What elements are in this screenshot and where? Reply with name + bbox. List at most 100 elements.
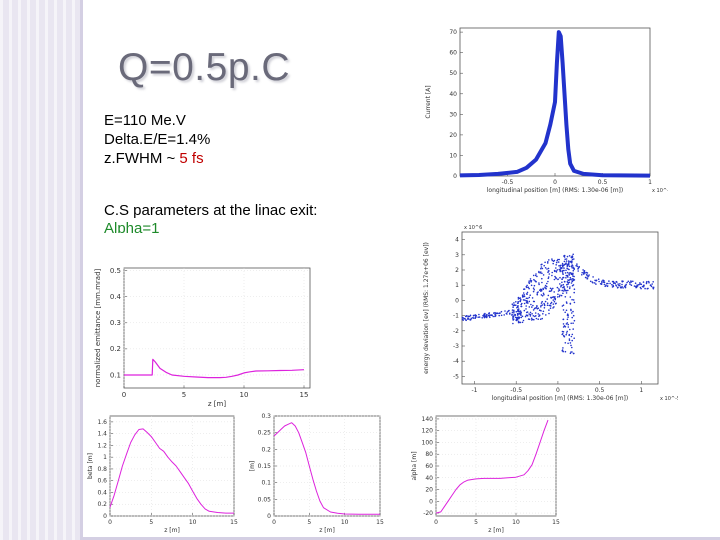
plot-frame [273,415,381,517]
scatter-point [588,274,590,276]
emittance-chart: 0 5 10 15 0.1 0.2 0.3 0.4 0.5 z [m] normalized emi… [94,267,311,408]
scatter-point [569,296,572,298]
scatter-point [586,272,589,274]
scatter-point [639,283,641,285]
scatter-point [512,315,515,318]
scatter-point [546,302,549,304]
y-tick-label: 20 [425,487,433,494]
x-tick-label: 0 [122,391,126,399]
x-axis-label: z [m] [488,527,504,534]
scatter-point [566,281,569,283]
scatter-point [593,282,596,284]
scatter-point [586,277,589,280]
scatter-point [597,278,600,280]
scatter-point [570,312,573,314]
scatter-point [497,312,499,315]
beta-chart: 0 5 10 15 0 0.2 0.4 0.6 0.8 1 1.2 1.4 1.6 z [m] beta [… [87,415,238,534]
scatter-point [571,278,573,280]
scatter-point [552,262,554,265]
scatter-point [570,265,573,267]
scatter-point [573,301,576,304]
energy-phase-space-chart: -1 -0.5 0 0.5 1 -5 -4 -3 -2 -1 0 1 2 3 4 longitudinal p… [423,225,678,402]
scatter-point [566,267,568,269]
scatter-point [545,285,548,288]
scatter-point [572,314,575,317]
scatter-point [516,302,519,304]
y-tick-label: 60 [449,50,457,57]
x-tick-label: 0 [553,179,557,186]
scatter-point [567,316,569,318]
scatter-point [525,297,528,300]
scatter-point [521,302,523,305]
x-tick-label: 1 [639,387,643,394]
y-tick-label: 0 [267,513,271,520]
scatter-point [569,352,572,355]
scatter-point [547,261,549,263]
scatter-point [537,313,540,315]
scatter-point [565,277,567,279]
scatter-point [513,302,515,304]
scatter-point [465,319,467,321]
scatter-point [520,314,522,316]
scatter-point [526,315,529,317]
scatter-point [554,275,556,278]
scatter-point [555,276,557,279]
scatter-point [568,273,570,275]
scatter-point [569,328,571,331]
scatter-point [547,267,550,270]
scatter-point [515,316,518,319]
scatter-point [573,279,576,281]
scatter-point [468,315,471,318]
scatter-point [562,318,564,321]
scatter-point [494,313,496,316]
scatter-point [571,255,574,257]
y-tick-label: 0.25 [258,430,272,437]
scatter-point [569,286,571,288]
scatter-point [565,301,568,303]
scatter-point [540,304,542,307]
scatter-point [559,269,561,272]
scatter-point [538,315,540,317]
scatter-point [472,314,475,317]
scatter-point [646,287,649,290]
scatter-point [613,281,615,284]
scatter-point [619,283,621,285]
scatter-point [515,310,518,313]
scatter-point [561,278,563,280]
scatter-point [573,291,575,294]
scatter-point [503,314,505,316]
scatter-point [566,284,568,286]
scatter-point [517,309,519,311]
scatter-point [565,260,568,262]
scatter-point [543,293,545,296]
scatter-point [552,303,555,305]
y-tick-label: 60 [425,463,433,470]
scatter-point [518,313,521,315]
scatter-point [581,274,583,276]
scatter-point [550,289,553,292]
scatter-point [600,283,603,285]
scatter-point [642,281,645,283]
scatter-point [514,314,516,316]
scatter-point [550,288,553,290]
scatter-point [553,269,556,272]
scatter-point [648,281,650,284]
scatter-point [551,296,554,298]
y-tick-label: -3 [453,343,459,350]
scatter-point [536,305,538,308]
x-tick-label: 10 [341,519,349,526]
scatter-point [569,342,572,344]
y-tick-label: 0.3 [261,413,271,420]
scatter-point [524,315,527,318]
scatter-point [560,284,563,287]
scatter-point [572,328,574,330]
scatter-point [577,270,579,272]
scatter-point [601,280,603,283]
scatter-point [541,300,543,303]
scatter-point [570,256,573,258]
scatter-point [587,276,589,278]
y-tick-label: 0.15 [258,463,272,470]
scatter-point [630,281,633,283]
scatter-point [563,288,566,291]
scatter-point [558,258,560,261]
